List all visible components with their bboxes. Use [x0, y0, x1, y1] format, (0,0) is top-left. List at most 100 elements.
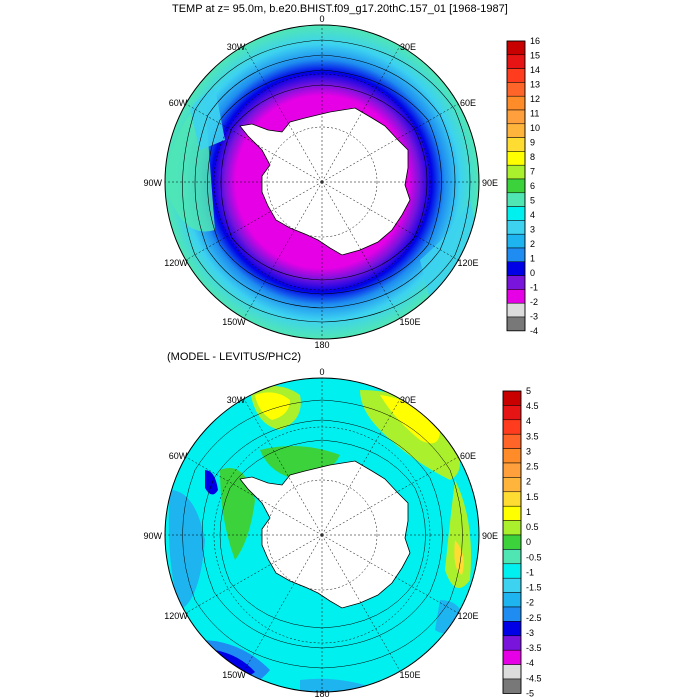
bottom-colorbar-label: 1.5 — [526, 492, 539, 502]
bottom-colorbar-cell — [502, 448, 522, 464]
top-colorbar-label: 14 — [530, 65, 540, 75]
top-lon-label-180: 180 — [314, 340, 329, 350]
bottom-map-boundary — [164, 377, 480, 693]
top-colorbar-cell — [506, 289, 526, 304]
bottom-map-anomaly-30e-core — [380, 395, 440, 444]
top-colorbar-cell — [506, 247, 526, 263]
bottom-map-graticule — [165, 378, 479, 692]
bottom-colorbar-label: 0.5 — [526, 522, 539, 532]
bottom-colorbar-cell — [502, 534, 522, 550]
bottom-colorbar-cell — [502, 405, 522, 421]
top-colorbar-label: 16 — [530, 36, 540, 46]
top-colorbar-label: 2 — [530, 239, 535, 249]
bottom-map-anomaly-30w-core — [255, 392, 290, 420]
bottom-map: 0 30E 60E 90E 120E 150E 180 150W 120W 90… — [143, 367, 542, 699]
bottom-colorbar-cell — [502, 520, 522, 536]
bottom-lon-label-150w: 150W — [222, 670, 246, 680]
bottom-colorbar-cell — [502, 477, 522, 493]
top-colorbar-label: 0 — [530, 268, 535, 278]
top-map-title: TEMP at z= 95.0m, b.e20.BHIST.f09_g17.20… — [172, 3, 508, 15]
bottom-lon-label-30e: 30E — [400, 395, 416, 405]
bottom-colorbar-label: 2 — [526, 477, 531, 487]
top-lon-label-0: 0 — [319, 14, 324, 24]
top-colorbar-cell — [506, 275, 526, 290]
top-lon-label-150e: 150E — [399, 317, 420, 327]
top-colorbar-cell — [506, 68, 526, 83]
bottom-colorbar-cell — [502, 433, 522, 449]
top-colorbar-label: 3 — [530, 224, 535, 234]
bottom-colorbar-label: -1 — [526, 567, 534, 577]
bottom-colorbar-label: -5 — [526, 688, 534, 698]
bottom-lon-label-30w: 30W — [227, 395, 246, 405]
top-colorbar-label: 1 — [530, 253, 535, 263]
top-colorbar-label: 4 — [530, 210, 535, 220]
top-colorbar-cell — [506, 192, 526, 207]
bottom-colorbar-label: 4.5 — [526, 401, 539, 411]
top-colorbar-label: -2 — [530, 297, 538, 307]
bottom-colorbar-label: -1.5 — [526, 583, 542, 593]
top-lon-label-30w: 30W — [227, 42, 246, 52]
bottom-colorbar-cell — [502, 549, 522, 565]
top-colorbar-label: 15 — [530, 50, 540, 60]
top-colorbar-label: 9 — [530, 137, 535, 147]
bottom-lon-label-90e: 90E — [482, 531, 498, 541]
top-colorbar-label: 8 — [530, 152, 535, 162]
top-colorbar-cell — [506, 54, 526, 69]
top-lon-label-120e: 120E — [457, 258, 478, 268]
bottom-colorbar: 5 4.5 4 3.5 3 2.5 2 1.5 1 0.5 0 -0.5 -1 -1.5 -2 -2.5 -3 -… — [502, 386, 542, 698]
bottom-colorbar-label: 1 — [526, 507, 531, 517]
top-map-boundary — [164, 24, 480, 340]
top-colorbar-cell — [506, 164, 526, 180]
bottom-lon-label-90w: 90W — [143, 531, 162, 541]
bottom-lon-label-60w: 60W — [169, 451, 188, 461]
top-lon-label-60w: 60W — [169, 98, 188, 108]
bottom-colorbar-cell — [502, 390, 522, 406]
bottom-map-anomaly-90e-core — [454, 540, 464, 575]
bottom-map-anomaly-90w — [168, 490, 205, 610]
top-colorbar-label: 11 — [530, 108, 539, 118]
top-map-warm-east — [420, 200, 479, 300]
top-map-antarctica — [239, 107, 411, 256]
top-map: 0 30E 60E 90E 120E 150E 180 150W 120W 90… — [143, 14, 540, 350]
bottom-map-anomaly-180 — [300, 678, 380, 692]
top-colorbar-label: -1 — [530, 282, 538, 292]
bottom-colorbar-label: -0.5 — [526, 552, 542, 562]
bottom-colorbar-label: -3 — [526, 628, 534, 638]
bottom-colorbar-cell — [502, 419, 522, 435]
bottom-map-anomaly-90e — [445, 480, 471, 588]
bottom-map-antarctica — [239, 460, 411, 609]
bottom-colorbar-cell — [502, 505, 522, 521]
bottom-lon-label-150e: 150E — [399, 670, 420, 680]
top-lon-label-150w: 150W — [222, 317, 246, 327]
bottom-colorbar-label: -2.5 — [526, 613, 542, 623]
top-colorbar-cell — [506, 178, 526, 194]
top-colorbar-cell — [506, 302, 526, 318]
top-colorbar-cell — [506, 261, 526, 276]
bottom-colorbar-label: 4 — [526, 416, 531, 426]
bottom-colorbar-cell — [502, 678, 522, 694]
bottom-colorbar-cell — [502, 491, 522, 507]
top-colorbar-cell — [506, 220, 526, 235]
top-colorbar-label: 6 — [530, 181, 535, 191]
bottom-colorbar-label: 3.5 — [526, 431, 539, 441]
bottom-colorbar-label: -3.5 — [526, 643, 542, 653]
top-colorbar-label: 7 — [530, 166, 535, 176]
top-lon-label-90w: 90W — [143, 178, 162, 188]
bottom-colorbar-cell — [502, 606, 522, 622]
top-colorbar-cell — [506, 137, 526, 152]
top-colorbar-label: 13 — [530, 79, 540, 89]
bottom-map-anomaly-30e — [360, 390, 460, 480]
bottom-map-anomaly-60w — [205, 470, 218, 495]
top-colorbar-label: 10 — [530, 123, 540, 133]
bottom-map-title: (MODEL - LEVITUS/PHC2) — [167, 351, 302, 363]
bottom-lon-label-0: 0 — [319, 367, 324, 377]
top-lon-label-120w: 120W — [164, 258, 188, 268]
bottom-colorbar-cell — [502, 635, 522, 651]
top-colorbar-label: 12 — [530, 94, 540, 104]
bottom-colorbar-cell — [502, 649, 522, 665]
top-map-graticule — [165, 25, 479, 339]
top-colorbar-cell — [506, 151, 526, 166]
bottom-colorbar-border — [502, 390, 522, 694]
top-lon-label-60e: 60E — [460, 98, 476, 108]
